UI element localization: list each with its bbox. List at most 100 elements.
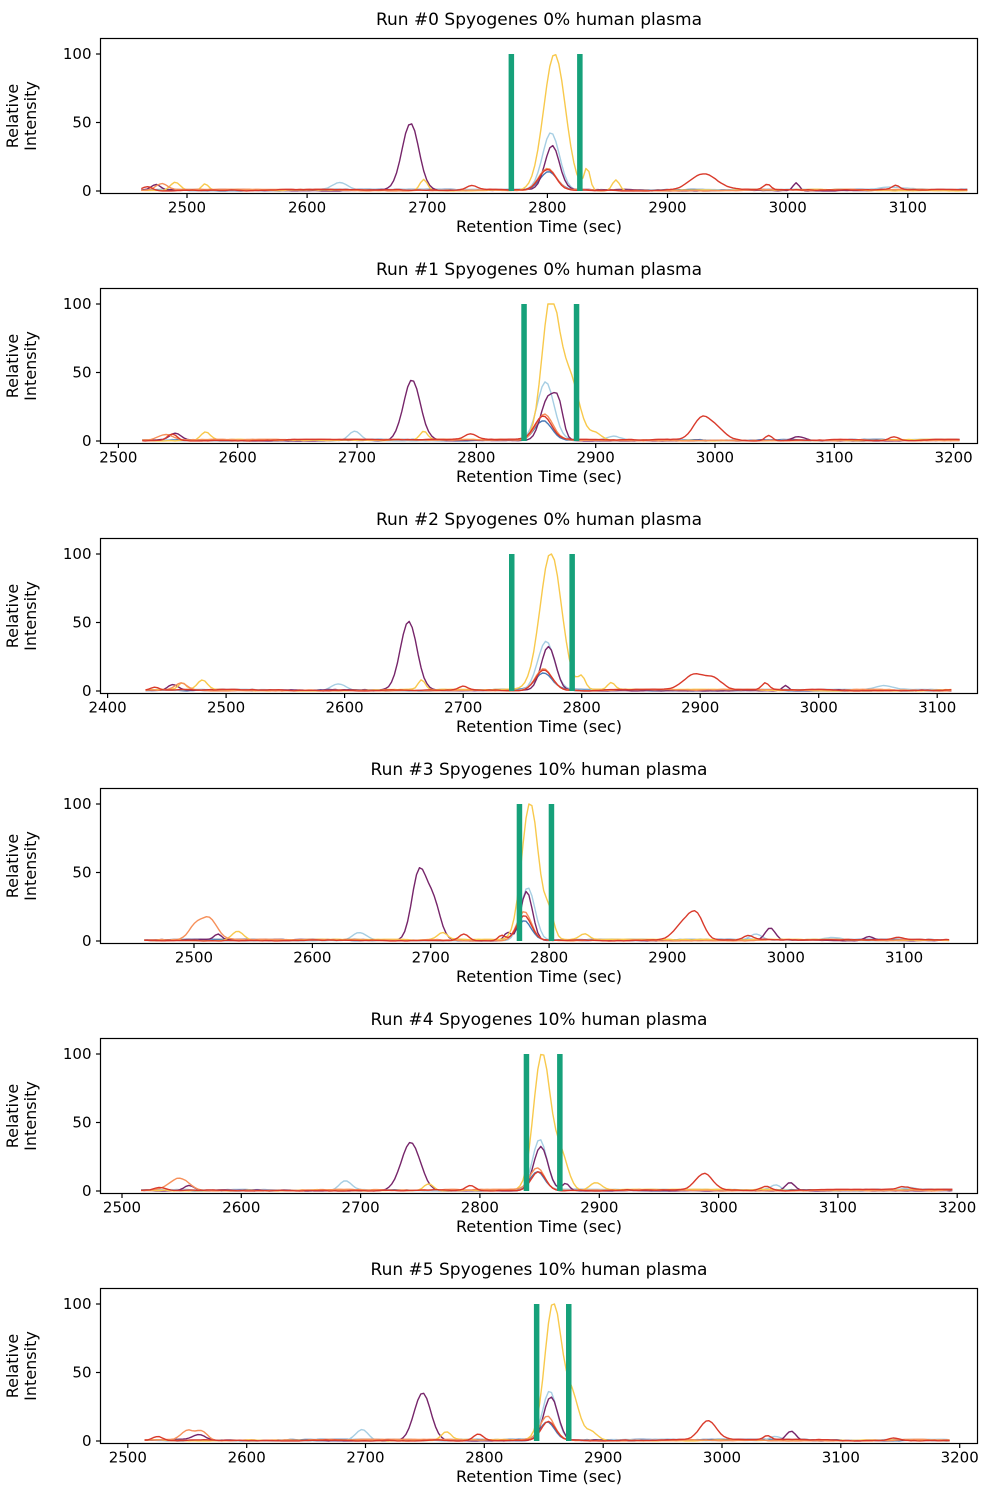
trace-group <box>144 1303 950 1442</box>
trace-purple <box>144 867 950 942</box>
x-tick-label: 3000 <box>767 949 805 967</box>
chart-run-0: Run #0 Spyogenes 0% human plasma 2500 2600… <box>3 10 979 236</box>
x-tick-label: 2800 <box>461 1199 499 1217</box>
x-tick-label: 2800 <box>530 949 568 967</box>
y-axis-label-line2: Intensity <box>21 81 40 151</box>
x-tick-label: 2500 <box>207 699 245 717</box>
x-tick-label: 3000 <box>769 199 807 217</box>
x-tick-label: 2700 <box>444 699 482 717</box>
integration-window-bar-left <box>516 804 523 941</box>
y-tick-label: 50 <box>72 614 91 632</box>
x-tick-label: 2400 <box>89 699 127 717</box>
chart-title: Run #5 Spyogenes 10% human plasma <box>371 1260 708 1280</box>
y-axis-label-line1: Relative <box>3 1334 22 1399</box>
subplot-run-5: Run #5 Spyogenes 10% human plasma 2500 260… <box>0 1250 1000 1500</box>
plot-frame <box>99 1037 979 1195</box>
trace-gold <box>141 1053 953 1192</box>
x-tick-label: 2600 <box>222 1199 260 1217</box>
x-tick-label: 3100 <box>819 1199 857 1217</box>
x-tick-label: 3000 <box>696 449 734 467</box>
y-tick-label: 100 <box>63 545 92 563</box>
trace-gold <box>145 553 952 692</box>
trace-steelblue <box>144 1421 950 1442</box>
y-tick-label: 0 <box>82 682 92 700</box>
chart-title: Run #4 Spyogenes 10% human plasma <box>371 1010 708 1030</box>
x-axis-label: Retention Time (sec) <box>456 717 622 736</box>
chart-run-2: Run #2 Spyogenes 0% human plasma 2400 2500… <box>3 510 979 736</box>
x-tick-label: 2600 <box>228 1449 266 1467</box>
x-axis-label: Retention Time (sec) <box>456 1467 622 1486</box>
x-tick-label: 2600 <box>293 949 331 967</box>
trace-lightblue <box>142 381 960 442</box>
x-tick-label: 2900 <box>648 949 686 967</box>
chart-title: Run #0 Spyogenes 0% human plasma <box>376 10 702 30</box>
x-tick-label: 2600 <box>288 199 326 217</box>
trace-group <box>141 1053 953 1192</box>
x-tick-label: 2500 <box>103 1199 141 1217</box>
y-axis-label-line2: Intensity <box>21 831 40 901</box>
integration-window-bar-left <box>533 1304 540 1441</box>
y-axis-label-line2: Intensity <box>21 331 40 401</box>
x-tick-label: 2800 <box>457 449 495 467</box>
subplot-run-4: Run #4 Spyogenes 10% human plasma 2500 260… <box>0 1000 1000 1250</box>
plot-frame <box>99 37 979 195</box>
y-axis-ticks: 0 50 100 <box>63 545 101 700</box>
y-tick-label: 0 <box>82 1182 92 1200</box>
chart-run-1: Run #1 Spyogenes 0% human plasma 2500 2600… <box>3 260 979 486</box>
integration-window-bar-right <box>548 804 555 941</box>
integration-window-bar-right <box>569 554 575 691</box>
trace-group <box>142 303 960 442</box>
x-axis-ticks: 2500 2600 2700 2800 2900 3000 3100 3200 <box>99 443 973 467</box>
x-tick-label: 2600 <box>219 449 257 467</box>
y-axis-label-line1: Relative <box>3 834 22 899</box>
plot-frame <box>99 287 979 445</box>
x-axis-ticks: 2500 2600 2700 2800 2900 3000 3100 3200 <box>103 1193 976 1217</box>
y-tick-label: 100 <box>63 795 92 813</box>
x-axis-ticks: 2400 2500 2600 2700 2800 2900 3000 3100 <box>89 693 956 717</box>
x-axis-ticks: 2500 2600 2700 2800 2900 3000 3100 <box>175 943 923 967</box>
x-tick-label: 2500 <box>109 1449 147 1467</box>
y-tick-label: 0 <box>82 182 92 200</box>
chart-title: Run #1 Spyogenes 0% human plasma <box>376 260 702 280</box>
subplot-run-3: Run #3 Spyogenes 10% human plasma 2500 260… <box>0 750 1000 1000</box>
y-tick-label: 0 <box>82 932 92 950</box>
subplot-run-2: Run #2 Spyogenes 0% human plasma 2400 2500… <box>0 500 1000 750</box>
integration-window-bar-right <box>577 54 583 191</box>
integration-window-bar-left <box>509 554 515 691</box>
plot-frame <box>99 787 979 945</box>
trace-gold <box>144 803 950 942</box>
y-axis-ticks: 0 50 100 <box>63 45 101 200</box>
trace-group <box>144 803 950 942</box>
trace-red <box>142 415 960 442</box>
y-axis-ticks: 0 50 100 <box>63 1295 101 1450</box>
x-tick-label: 2900 <box>681 699 719 717</box>
trace-purple <box>145 620 952 692</box>
y-axis-label-line2: Intensity <box>21 581 40 651</box>
x-tick-label: 2600 <box>326 699 364 717</box>
x-tick-label: 3200 <box>935 449 973 467</box>
x-tick-label: 2700 <box>342 1199 380 1217</box>
y-tick-label: 100 <box>63 1295 92 1313</box>
y-tick-label: 100 <box>63 45 92 63</box>
y-axis-ticks: 0 50 100 <box>63 295 101 450</box>
trace-red <box>144 910 950 942</box>
trace-purple <box>141 123 968 192</box>
chart-run-5: Run #5 Spyogenes 10% human plasma 2500 260… <box>3 1260 979 1486</box>
trace-lightblue <box>144 887 950 942</box>
x-axis-ticks: 2500 2600 2700 2800 2900 3000 3100 3200 <box>109 1443 979 1467</box>
integration-window-bar-right <box>557 1054 563 1191</box>
trace-lightblue <box>145 640 952 692</box>
y-axis-label-line2: Intensity <box>21 1331 40 1401</box>
y-axis-label-line1: Relative <box>3 334 22 399</box>
x-tick-label: 2700 <box>346 1449 384 1467</box>
x-tick-label: 2900 <box>580 1199 618 1217</box>
integration-window-bar-right <box>573 304 580 441</box>
x-tick-label: 2500 <box>168 199 206 217</box>
trace-steelblue <box>145 672 952 692</box>
x-tick-label: 2700 <box>338 449 376 467</box>
y-axis-label-line1: Relative <box>3 84 22 149</box>
trace-red <box>144 1420 950 1442</box>
x-tick-label: 3100 <box>885 949 923 967</box>
